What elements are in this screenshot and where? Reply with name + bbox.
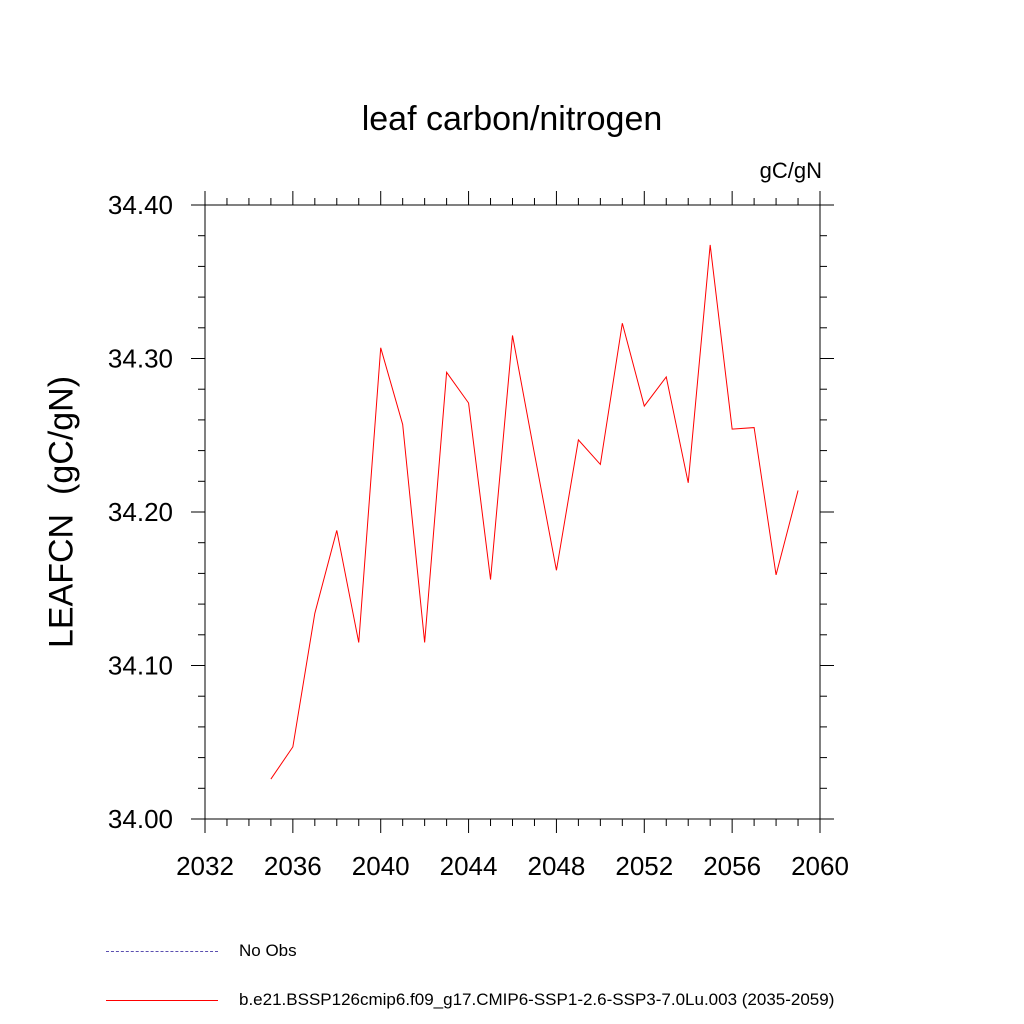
x-tick-label: 2060 bbox=[791, 851, 849, 881]
x-tick-label: 2052 bbox=[615, 851, 673, 881]
chart-title: leaf carbon/nitrogen bbox=[361, 100, 663, 138]
x-tick-label: 2040 bbox=[352, 851, 410, 881]
y-tick-label: 34.10 bbox=[108, 651, 173, 681]
legend-label-obs: No Obs bbox=[239, 941, 297, 960]
legend-label-run: b.e21.BSSP126cmip6.f09_g17.CMIP6-SSP1-2.… bbox=[239, 990, 835, 1009]
plot-frame bbox=[204, 204, 821, 820]
legend-swatch-obs bbox=[106, 951, 218, 953]
x-tick-label: 2056 bbox=[703, 851, 761, 881]
axes: 2032 2036 2040 2044 2048 2052 2056 2060 34.00 34.… bbox=[108, 190, 849, 881]
y-tick-label: 34.20 bbox=[108, 497, 173, 527]
units-label: gC/gN bbox=[759, 158, 822, 183]
x-tick-label: 2032 bbox=[176, 851, 234, 881]
x-tick-label: 2048 bbox=[528, 851, 586, 881]
y-tick-label: 34.30 bbox=[108, 344, 173, 374]
legend-swatch-run bbox=[106, 1000, 218, 1002]
y-tick-label: 34.00 bbox=[108, 804, 173, 834]
series-layer bbox=[270, 244, 799, 780]
x-tick-label: 2036 bbox=[264, 851, 322, 881]
y-tick-label: 34.40 bbox=[108, 190, 173, 220]
x-tick-label: 2044 bbox=[440, 851, 498, 881]
series-line bbox=[270, 244, 799, 780]
legend-item-obs: No Obs bbox=[106, 941, 297, 961]
legend-item-run: b.e21.BSSP126cmip6.f09_g17.CMIP6-SSP1-2.… bbox=[106, 990, 834, 1010]
